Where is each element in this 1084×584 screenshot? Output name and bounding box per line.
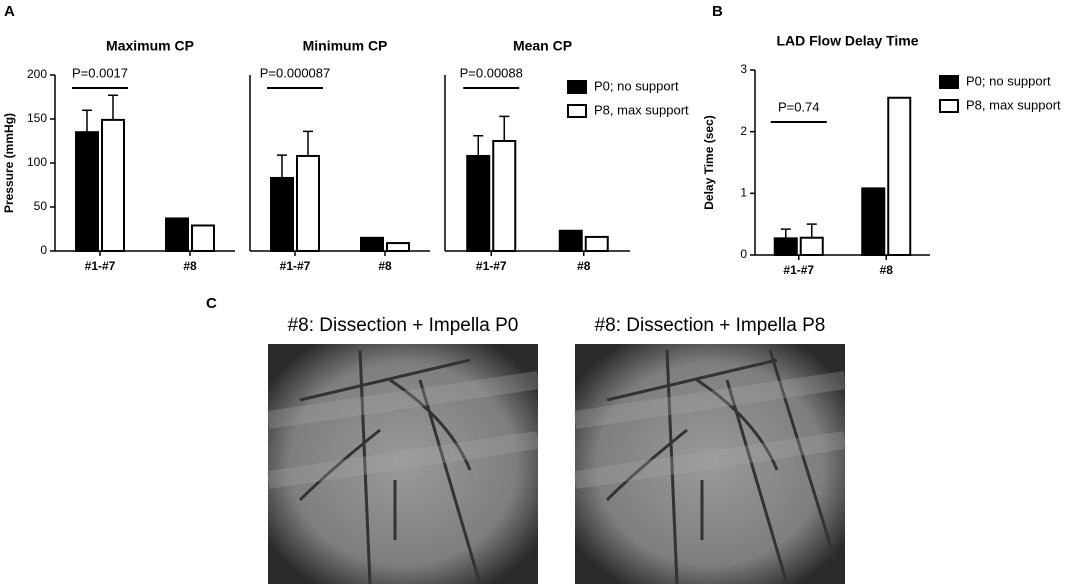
bar: [296, 154, 320, 253]
panel-label: C: [206, 295, 217, 312]
x-tick-label: #1-#7: [476, 259, 507, 273]
legend-label: P8, max support: [594, 102, 689, 117]
error-bar: [108, 94, 118, 120]
y-axis-label: Pressure (mmHg): [2, 113, 16, 213]
bar: [584, 235, 609, 252]
bar: [101, 118, 125, 252]
chart-title: Minimum CP: [303, 38, 388, 54]
x-tick-label: #1-#7: [280, 259, 311, 273]
bar: [466, 154, 491, 253]
y-tick-label: 150: [27, 111, 47, 125]
legend-label: P0; no support: [594, 78, 679, 93]
annotation: P=0.000087: [260, 65, 330, 80]
error-bar: [780, 228, 791, 239]
error-bar: [277, 154, 287, 178]
bar: [270, 176, 294, 253]
bar: [191, 224, 215, 252]
y-tick-label: 2: [740, 124, 747, 138]
error-bar: [303, 130, 313, 156]
legend-label: P8, max support: [966, 97, 1061, 112]
y-tick-label: 50: [34, 199, 48, 213]
legend-swatch: [567, 104, 587, 118]
bar: [165, 217, 189, 253]
x-tick-label: #8: [183, 259, 197, 273]
chart-title: LAD Flow Delay Time: [776, 33, 918, 49]
annotation: P=0.00088: [460, 65, 523, 80]
error-bar: [806, 223, 817, 238]
y-tick-label: 3: [740, 62, 747, 76]
x-tick-label: #8: [577, 259, 591, 273]
legend-swatch: [567, 80, 587, 94]
bar: [75, 131, 99, 252]
panel-label: B: [712, 3, 723, 20]
legend-label: P0; no support: [966, 73, 1051, 88]
bar: [887, 96, 912, 256]
error-bar: [473, 134, 484, 156]
y-tick-label: 1: [740, 186, 747, 200]
angiogram: [266, 344, 540, 584]
annotation: P=0.0017: [72, 65, 128, 80]
y-axis-label: Delay Time (sec): [702, 115, 716, 210]
chart-title: Maximum CP: [106, 38, 194, 54]
bar: [773, 237, 798, 257]
annotation: P=0.74: [778, 99, 820, 114]
error-bar: [499, 115, 510, 141]
y-tick-label: 0: [740, 247, 747, 261]
y-tick-label: 0: [40, 243, 47, 257]
legend-swatch: [939, 75, 959, 89]
x-tick-label: #8: [880, 263, 894, 277]
bar: [861, 187, 886, 256]
y-tick-label: 100: [27, 155, 47, 169]
x-tick-label: #1-#7: [85, 259, 116, 273]
panel-label: A: [4, 3, 15, 20]
bar: [386, 242, 410, 253]
image-title: #8: Dissection + Impella P0: [288, 315, 519, 336]
bar: [492, 140, 517, 252]
image-title: #8: Dissection + Impella P8: [595, 315, 826, 336]
angiogram: [573, 344, 847, 584]
legend-swatch: [939, 99, 959, 113]
chart-title: Mean CP: [513, 38, 572, 54]
error-bar: [82, 109, 92, 133]
x-tick-label: #1-#7: [783, 263, 814, 277]
y-tick-label: 200: [27, 67, 47, 81]
x-tick-label: #8: [378, 259, 392, 273]
bar: [799, 236, 824, 257]
bar: [360, 236, 384, 253]
bar: [558, 229, 583, 252]
